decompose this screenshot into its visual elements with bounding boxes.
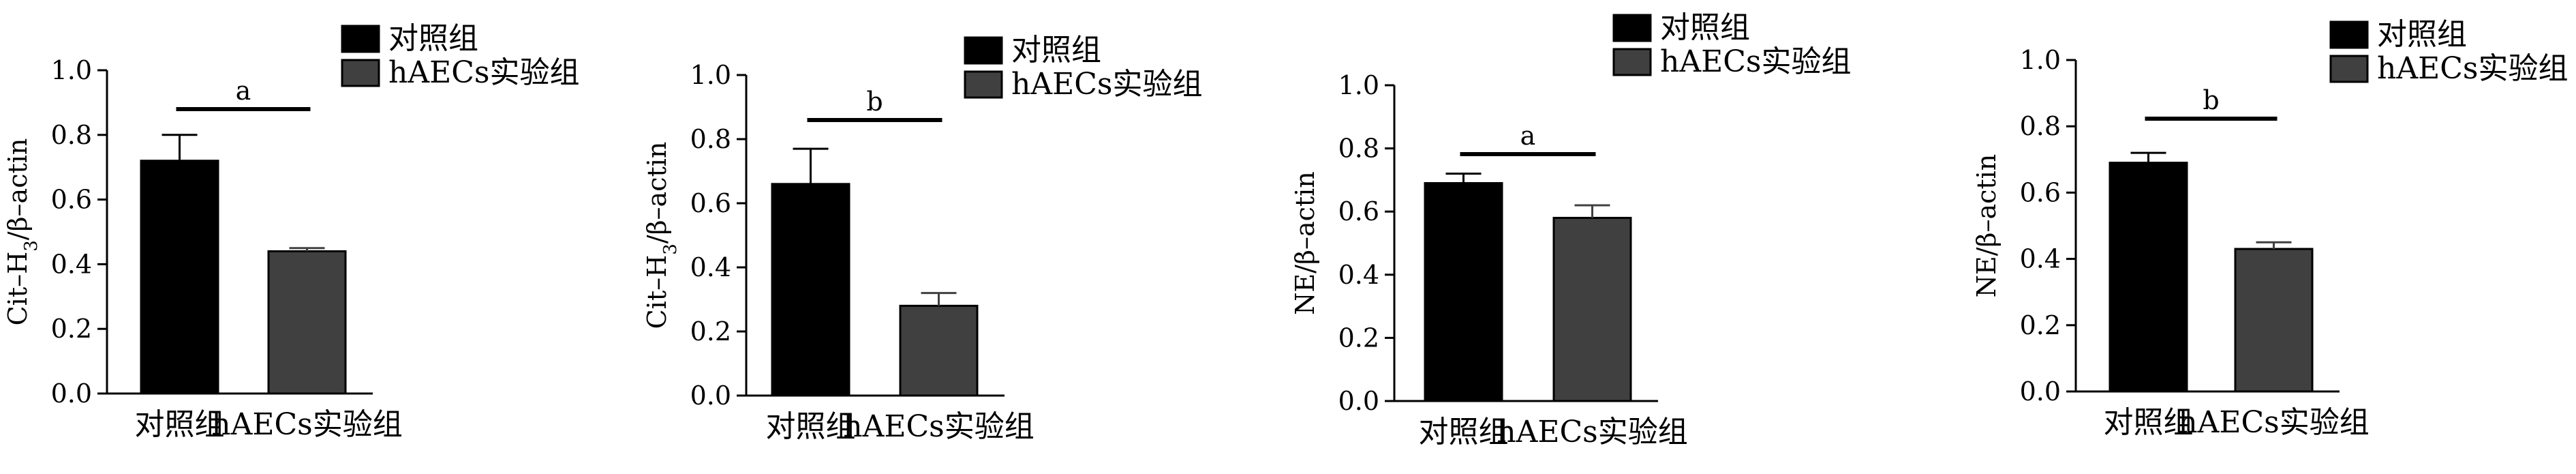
bar-haecs [267, 250, 347, 395]
bar-haecs [2234, 248, 2314, 393]
legend-swatch-control [964, 36, 1003, 65]
bar-control [1424, 182, 1503, 402]
bar-haecs [1552, 216, 1632, 402]
y-axis-label-rest: /β–actin [642, 142, 672, 244]
chart-panel-4: 0.00.20.40.60.81.0NE/β–actin对照组hAECs实验组b… [1972, 17, 2568, 440]
y-tick-label: 0.8 [690, 124, 731, 154]
x-category-label: hAECs实验组 [843, 409, 1034, 444]
legend-swatch-control [341, 25, 380, 53]
y-tick-label: 0.8 [1338, 134, 1379, 164]
legend-swatch-control [2329, 20, 2369, 49]
y-tick-label: 0.2 [1338, 323, 1379, 353]
legend-swatch-haecs [964, 70, 1003, 99]
y-axis-label: Cit–H3/β–actin [642, 142, 681, 329]
y-axis-label-main: NE/β–actin [1290, 171, 1320, 315]
y-axis-label: NE/β–actin [1972, 154, 2002, 298]
y-tick-label: 0.0 [51, 379, 92, 409]
y-axis-label-subscript: 3 [660, 243, 681, 255]
x-category-label: 对照组 [766, 409, 856, 444]
legend-label: 对照组 [2377, 17, 2467, 52]
x-category-label: hAECs实验组 [2178, 405, 2369, 440]
x-category-label: hAECs实验组 [211, 407, 402, 442]
x-category-label: 对照组 [135, 407, 225, 442]
legend-label: 对照组 [1011, 33, 1101, 68]
y-tick-label: 0.2 [51, 314, 92, 344]
y-axis-label: NE/β–actin [1290, 171, 1320, 315]
x-category-label: 对照组 [2104, 405, 2194, 440]
y-tick-label: 1.0 [1338, 70, 1379, 100]
legend-label: 对照组 [1660, 10, 1750, 45]
legend-label: hAECs实验组 [1011, 67, 1202, 102]
y-tick-label: 1.0 [690, 60, 731, 90]
y-axis-label-subscript: 3 [21, 240, 42, 252]
y-tick-label: 0.4 [1338, 260, 1379, 290]
legend-swatch-control [1612, 14, 1652, 42]
chart-panel-3: 0.00.20.40.60.81.0NE/β–actin对照组hAECs实验组a… [1290, 10, 1851, 449]
y-tick-label: 0.8 [51, 120, 92, 150]
x-category-label: 对照组 [1419, 415, 1509, 449]
y-tick-label: 0.6 [690, 188, 731, 218]
significance-label: b [2203, 85, 2219, 115]
y-tick-label: 0.0 [690, 381, 731, 411]
y-axis-label-main: Cit–H [642, 255, 672, 329]
legend-label: 对照组 [388, 21, 478, 56]
y-tick-label: 0.2 [690, 316, 731, 346]
y-axis-label-rest: /β–actin [3, 138, 33, 241]
y-axis-label-main: Cit–H [3, 252, 33, 326]
legend-label: hAECs实验组 [1660, 44, 1851, 79]
y-tick-label: 0.6 [51, 185, 92, 215]
legend-label: hAECs实验组 [388, 55, 579, 90]
chart-panel-2: 0.00.20.40.60.81.0Cit–H3/β–actin对照组hAECs… [642, 33, 1202, 444]
y-axis-label: Cit–H3/β–actin [3, 138, 42, 326]
bar-control [771, 183, 850, 397]
legend-swatch-haecs [1612, 48, 1652, 76]
bar-control [140, 160, 219, 395]
legend-swatch-haecs [341, 59, 380, 87]
y-tick-label: 0.6 [1338, 196, 1379, 226]
y-tick-label: 0.4 [2020, 244, 2061, 274]
y-tick-label: 0.4 [690, 252, 731, 282]
legend-swatch-haecs [2329, 55, 2369, 83]
significance-label: b [866, 87, 883, 117]
y-tick-label: 1.0 [2020, 45, 2061, 75]
significance-label: a [236, 76, 251, 106]
legend-label: hAECs实验组 [2377, 51, 2568, 86]
y-tick-label: 0.6 [2020, 177, 2061, 207]
y-tick-label: 0.0 [2020, 376, 2061, 406]
x-category-label: hAECs实验组 [1497, 415, 1687, 449]
y-tick-label: 0.2 [2020, 310, 2061, 340]
bar-haecs [899, 304, 979, 397]
chart-panel-1: 0.00.20.40.60.81.0Cit–H3/β–actin对照组hAECs… [3, 21, 579, 442]
significance-label: a [1520, 121, 1536, 151]
bar-control [2109, 162, 2188, 393]
y-tick-label: 0.4 [51, 249, 92, 279]
y-tick-label: 0.8 [2020, 111, 2061, 141]
y-tick-label: 1.0 [51, 55, 92, 85]
y-tick-label: 0.0 [1338, 386, 1379, 416]
y-axis-label-main: NE/β–actin [1972, 154, 2002, 298]
